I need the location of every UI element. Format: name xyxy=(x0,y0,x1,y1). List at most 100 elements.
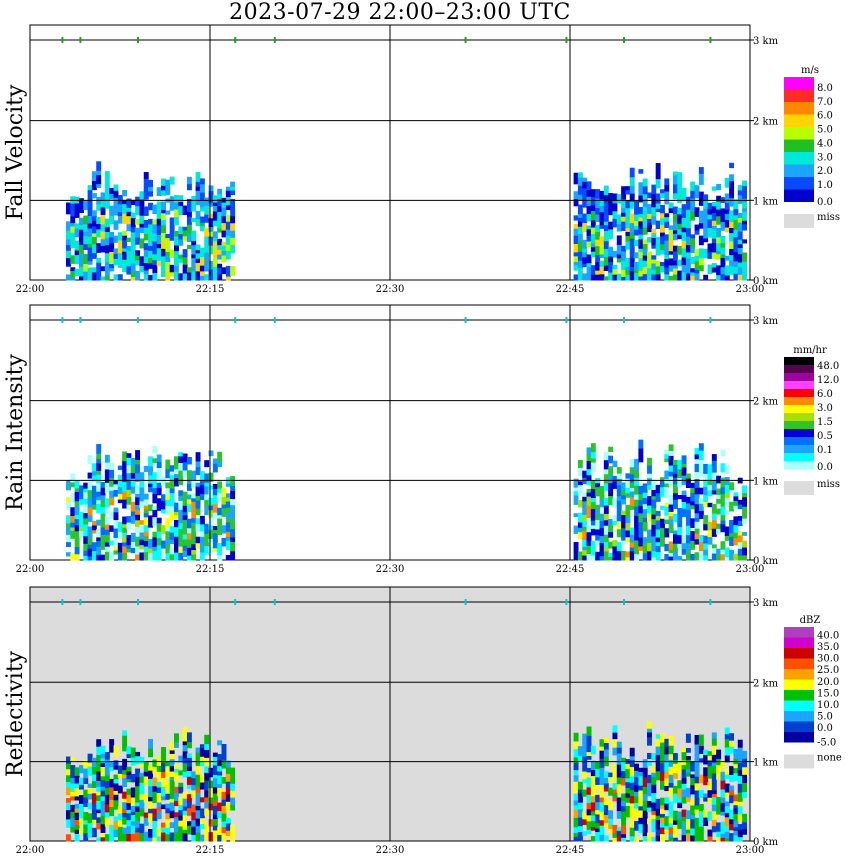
precip-cell xyxy=(100,766,106,777)
precip-cell xyxy=(685,832,691,842)
precip-cell xyxy=(225,801,231,812)
precip-cell xyxy=(225,536,231,541)
precip-cell xyxy=(685,273,691,281)
precip-cell xyxy=(208,767,214,778)
x-tick-label: 22:15 xyxy=(196,564,225,575)
precip-cell xyxy=(126,246,132,251)
precip-cell xyxy=(126,548,132,553)
precip-cell xyxy=(182,230,188,237)
precip-cell xyxy=(660,212,665,219)
precip-cell xyxy=(174,741,179,748)
precip-cell xyxy=(621,805,627,812)
precip-cell xyxy=(104,506,110,514)
precip-cell xyxy=(711,745,717,755)
precip-cell xyxy=(634,229,639,236)
precip-cell xyxy=(590,801,596,812)
precip-cell xyxy=(109,255,115,260)
precip-cell xyxy=(96,491,102,497)
precip-cell xyxy=(711,186,717,191)
precip-cell xyxy=(694,776,700,784)
precip-cell xyxy=(78,257,84,267)
precip-cell xyxy=(148,257,153,264)
precip-cell xyxy=(182,791,188,799)
precip-cell xyxy=(616,253,622,259)
precip-cell xyxy=(698,199,704,206)
precip-cell xyxy=(104,454,110,463)
precip-cell xyxy=(720,780,726,790)
precip-cell xyxy=(221,744,227,753)
precip-cell xyxy=(117,813,123,821)
precip-cell xyxy=(165,782,171,788)
legend-label: 1.5 xyxy=(817,417,833,428)
precip-cell xyxy=(616,757,622,765)
precip-cell xyxy=(733,826,739,832)
precip-cell xyxy=(647,529,652,540)
precip-cell xyxy=(582,256,588,264)
legend-swatch xyxy=(784,453,814,461)
precip-cell xyxy=(638,785,644,791)
legend-swatch xyxy=(784,389,814,397)
precip-cell xyxy=(729,180,735,189)
precip-cell xyxy=(742,828,747,835)
legend-swatch xyxy=(784,658,814,669)
precip-cell xyxy=(690,237,696,248)
precip-cell xyxy=(603,256,609,266)
legend-swatch xyxy=(784,669,814,680)
precip-cell xyxy=(655,819,661,830)
precip-cell xyxy=(109,806,115,817)
precip-cell xyxy=(156,239,162,245)
precip-cell xyxy=(642,816,648,823)
precip-cell xyxy=(212,814,218,820)
precip-cell xyxy=(178,522,184,529)
precip-cell xyxy=(690,190,696,199)
precip-cell xyxy=(165,276,171,281)
precip-cell xyxy=(707,464,713,472)
precip-cell xyxy=(651,255,657,260)
precip-cell xyxy=(677,811,683,820)
precip-cell xyxy=(109,486,115,491)
precip-cell xyxy=(143,771,149,777)
precip-cell xyxy=(616,484,622,491)
precip-cell xyxy=(182,539,188,546)
precip-cell xyxy=(599,792,605,798)
precip-cell xyxy=(161,268,166,278)
legend-swatch xyxy=(784,365,814,373)
precip-cell xyxy=(186,498,192,505)
precip-cell xyxy=(720,833,726,838)
precip-cell xyxy=(156,218,162,226)
precip-cell xyxy=(612,837,618,842)
precip-cell xyxy=(586,480,592,486)
precip-cell xyxy=(638,182,644,191)
precip-cell xyxy=(208,260,214,270)
precip-cell xyxy=(737,267,743,275)
precip-cell xyxy=(87,243,93,248)
precip-cell xyxy=(135,205,141,216)
precip-cell xyxy=(143,184,149,192)
precip-cell xyxy=(733,208,739,216)
precip-cell xyxy=(720,520,726,525)
precip-cell xyxy=(612,783,618,790)
precip-cell xyxy=(638,493,644,501)
precip-cell xyxy=(672,793,678,803)
precip-cell xyxy=(599,266,605,275)
precip-cell xyxy=(599,758,605,768)
precip-cell xyxy=(161,525,166,534)
precip-cell xyxy=(182,514,188,521)
precip-cell xyxy=(161,219,166,226)
legend-label: 15.0 xyxy=(817,688,839,699)
precip-cell xyxy=(703,810,709,818)
precip-cell xyxy=(647,237,652,243)
precip-cell xyxy=(742,532,747,536)
precip-cell xyxy=(109,799,115,808)
precip-cell xyxy=(178,528,184,537)
precip-cell xyxy=(647,213,652,220)
precip-cell xyxy=(586,751,592,757)
precip-cell xyxy=(616,776,622,785)
precip-cell xyxy=(161,494,166,501)
precip-cell xyxy=(83,543,89,551)
precip-cell xyxy=(156,224,162,235)
precip-cell xyxy=(225,773,231,782)
precip-cell xyxy=(716,236,722,244)
precip-cell xyxy=(724,805,730,813)
precip-cell xyxy=(729,794,735,804)
